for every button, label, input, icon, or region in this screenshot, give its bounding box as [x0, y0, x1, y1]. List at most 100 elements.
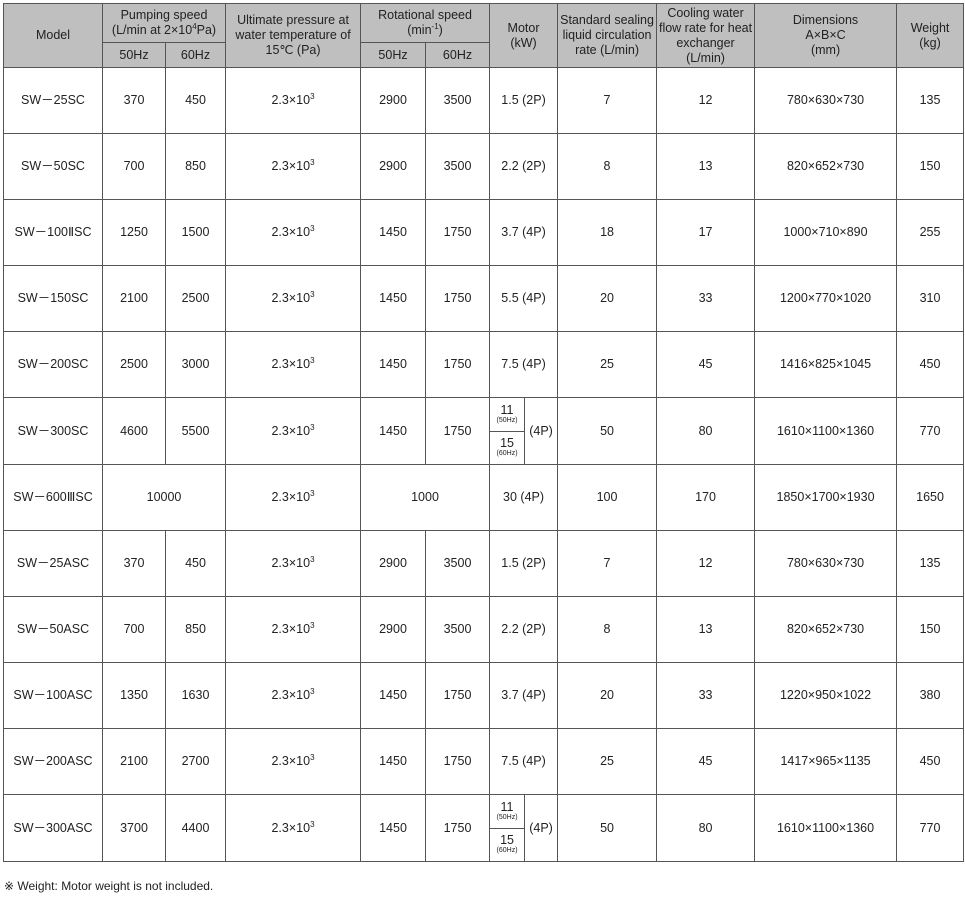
cell-model: SW－25ASC [3, 530, 103, 597]
cell-model: SW－100ⅡSC [3, 199, 103, 266]
motor-pole: (4P) [529, 423, 553, 438]
cell-sealing-liquid: 100 [557, 464, 658, 531]
cell-model: SW－150SC [3, 265, 103, 332]
pressure-base: 2.3×10 [271, 622, 311, 636]
pressure-base: 2.3×10 [271, 754, 311, 768]
cell-weight: 135 [896, 530, 965, 597]
rotational-unit-exponent: -1 [431, 21, 439, 31]
cell-ultimate-pressure: 2.3×103 [225, 67, 362, 134]
cell-pumping-50hz: 700 [102, 596, 166, 663]
cell-weight: 255 [896, 199, 965, 266]
cell-rotational-50hz: 2900 [360, 530, 427, 597]
header-rotational-60hz: 60Hz [425, 42, 491, 68]
cell-rotational-60hz: 1750 [425, 265, 491, 332]
cell-rotational-60hz: 1750 [425, 199, 491, 266]
header-rotational-speed-label: Rotational speed [378, 8, 472, 22]
cell-motor: 5.5 (4P) [489, 265, 559, 332]
rotational-unit-start: (min [407, 23, 432, 37]
cell-rotational-50hz: 2900 [360, 133, 427, 200]
cell-rotational-60hz: 1750 [425, 728, 491, 795]
cell-weight: 150 [896, 596, 965, 663]
cell-rotational-50hz: 1450 [360, 199, 427, 266]
cell-cooling-water: 170 [656, 464, 756, 531]
table-row: SW－150SC 2100 2500 2.3×103 1450 1750 5.5 (4P) 2… [3, 265, 965, 332]
cell-ultimate-pressure: 2.3×103 [225, 464, 362, 531]
pumping-unit-exponent: 4 [192, 21, 197, 31]
cell-rotational-60hz: 1750 [425, 397, 491, 465]
cell-dimensions: 1417×965×1135 [754, 728, 898, 795]
header-weight-label: Weight [910, 20, 950, 35]
cell-ultimate-pressure: 2.3×103 [225, 265, 362, 332]
cell-dimensions: 1200×770×1020 [754, 265, 898, 332]
header-pumping-speed-label: Pumping speed [120, 8, 208, 22]
cell-cooling-water: 33 [656, 662, 756, 729]
table-row: SW－200SC 2500 3000 2.3×103 1450 1750 7.5 (4P) 2… [3, 331, 965, 398]
cell-pumping-60hz: 5500 [164, 397, 227, 465]
cell-cooling-water: 33 [656, 265, 756, 332]
cell-pumping-60hz: 1500 [164, 199, 227, 266]
cell-rotational-60hz: 3500 [425, 133, 491, 200]
cell-ultimate-pressure: 2.3×103 [225, 199, 362, 266]
pressure-exponent: 3 [310, 91, 315, 101]
footnote: ※ Weight: Motor weight is not included. [4, 879, 214, 893]
cell-cooling-water: 17 [656, 199, 756, 266]
motor-pole: (4P) [529, 820, 553, 835]
cell-motor: 30 (4P) [489, 464, 559, 531]
cell-sealing-liquid: 25 [557, 331, 658, 398]
cell-sealing-liquid: 50 [557, 397, 658, 465]
header-pumping-60hz: 60Hz [164, 42, 227, 68]
cell-dimensions: 1850×1700×1930 [754, 464, 898, 531]
motor-kw-50hz: 11 (50Hz) [490, 398, 525, 432]
header-dimensions-label: Dimensions [792, 13, 859, 27]
cell-rotational-50hz: 1450 [360, 662, 427, 729]
cell-sealing-liquid: 7 [557, 67, 658, 134]
motor-kw-50hz-value: 11 [500, 402, 514, 417]
cell-cooling-water: 13 [656, 596, 756, 663]
table-row: SW－300SC 4600 5500 2.3×103 1450 1750 11 (50Hz) 1… [3, 397, 965, 465]
cell-model: SW－300SC [3, 397, 103, 465]
cell-pumping-50hz: 370 [102, 530, 166, 597]
cell-ultimate-pressure: 2.3×103 [225, 331, 362, 398]
pressure-exponent: 3 [310, 422, 315, 432]
pressure-base: 2.3×10 [271, 688, 311, 702]
cell-pumping-50hz: 2100 [102, 265, 166, 332]
cell-weight: 310 [896, 265, 965, 332]
cell-motor: 2.2 (2P) [489, 133, 559, 200]
cell-sealing-liquid: 20 [557, 265, 658, 332]
cell-model: SW－300ASC [3, 794, 103, 862]
motor-kw-60hz-value: 15 [500, 436, 514, 451]
motor-kw-50hz-label: (50Hz) [496, 416, 518, 424]
table-row: SW－25SC 370 450 2.3×103 2900 3500 1.5 (2P) 7 12 7… [3, 67, 965, 134]
cell-rotational-60hz: 1750 [425, 331, 491, 398]
cell-ultimate-pressure: 2.3×103 [225, 662, 362, 729]
header-cooling-water: Cooling water flow rate for heat exchang… [656, 3, 756, 68]
cell-motor: 1.5 (2P) [489, 67, 559, 134]
cell-pumping-60hz: 850 [164, 596, 227, 663]
pressure-base: 2.3×10 [271, 357, 311, 371]
cell-pumping-60hz: 2700 [164, 728, 227, 795]
cell-weight: 770 [896, 397, 965, 465]
cell-rotational-60hz: 3500 [425, 67, 491, 134]
header-motor-unit: (kW) [510, 35, 537, 50]
cell-rotational-50hz: 1450 [360, 397, 427, 465]
pressure-exponent: 3 [310, 620, 315, 630]
cell-dimensions: 780×630×730 [754, 530, 898, 597]
pressure-base: 2.3×10 [271, 556, 311, 570]
table-row: SW－50ASC 700 850 2.3×103 2900 3500 2.2 (2P) 8 13… [3, 596, 965, 663]
cell-cooling-water: 13 [656, 133, 756, 200]
motor-kw-stack: 11 (50Hz) 15 (60Hz) [490, 398, 526, 465]
cell-model: SW－50SC [3, 133, 103, 200]
cell-pumping-60hz: 1630 [164, 662, 227, 729]
header-rotational-speed: Rotational speed (min-1) [360, 3, 491, 43]
header-row: Model Pumping speed (L/min at 2×104Pa) U… [3, 3, 965, 68]
motor-kw-stack: 11 (50Hz) 15 (60Hz) [490, 795, 526, 861]
cell-pumping-60hz: 850 [164, 133, 227, 200]
cell-sealing-liquid: 18 [557, 199, 658, 266]
cell-pumping-50hz: 1350 [102, 662, 166, 729]
cell-dimensions: 820×652×730 [754, 596, 898, 663]
motor-kw-60hz: 15 (60Hz) [490, 432, 524, 465]
table-row: SW－50SC 700 850 2.3×103 2900 3500 2.2 (2P) 8 13 8… [3, 133, 965, 200]
cell-motor: 7.5 (4P) [489, 331, 559, 398]
cell-rotational-speed: 1000 [360, 464, 491, 531]
cell-rotational-60hz: 1750 [425, 662, 491, 729]
